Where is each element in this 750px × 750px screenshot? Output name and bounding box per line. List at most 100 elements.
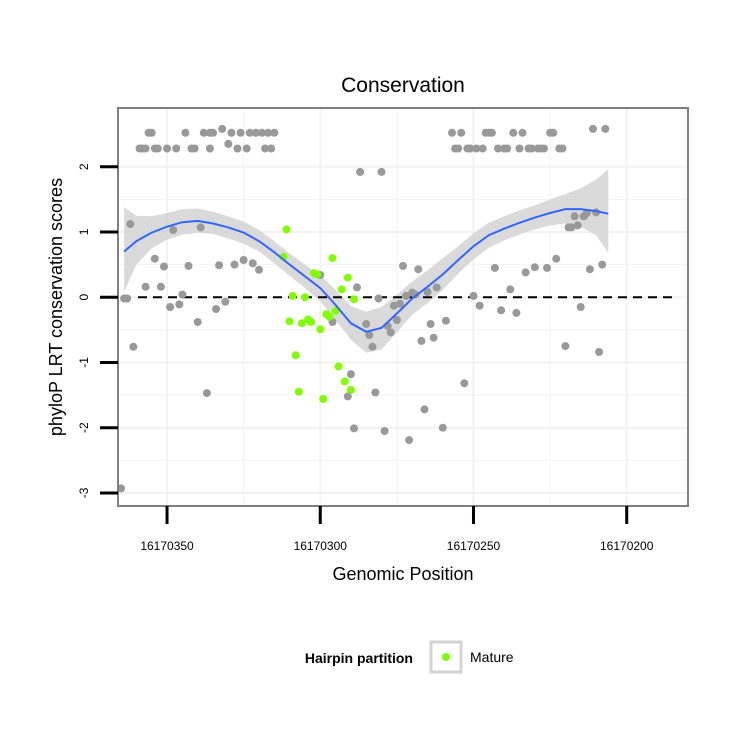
other-point: [368, 342, 377, 351]
other-point: [239, 256, 248, 264]
y-tick-label: -2: [77, 422, 91, 433]
y-tick-label: -3: [77, 487, 91, 498]
other-point: [267, 144, 276, 153]
other-point: [117, 484, 126, 493]
legend-mature-label: Mature: [470, 649, 514, 665]
x-tick-label: 16170300: [294, 539, 348, 553]
other-point: [438, 423, 447, 432]
other-point: [429, 333, 438, 342]
y-tick-label: 0: [77, 294, 91, 301]
other-point: [414, 265, 423, 274]
other-point: [141, 282, 150, 291]
legend-title: Hairpin partition: [305, 650, 413, 666]
mature-point: [325, 312, 334, 321]
other-point: [475, 301, 484, 310]
other-point: [126, 220, 135, 229]
other-point: [497, 306, 506, 315]
other-point: [589, 124, 597, 133]
other-point: [129, 342, 138, 351]
mature-point: [285, 317, 294, 326]
other-point: [147, 128, 156, 137]
y-tick-label: 1: [77, 228, 91, 235]
other-point: [175, 300, 184, 309]
mature-point: [319, 395, 328, 403]
other-point: [215, 261, 224, 270]
x-axis: 16170350 16170300 16170250 16170200: [140, 506, 654, 553]
other-point: [212, 305, 221, 313]
mature-point: [316, 325, 325, 334]
other-point: [558, 144, 567, 153]
other-point: [543, 263, 551, 272]
mature-point: [297, 319, 306, 328]
other-point: [540, 144, 548, 153]
other-point: [371, 388, 380, 397]
other-point: [601, 124, 610, 133]
other-point: [466, 144, 475, 153]
mature-point: [282, 225, 291, 234]
mature-point: [313, 270, 322, 279]
other-point: [561, 342, 570, 351]
other-point: [567, 223, 576, 232]
other-point: [218, 124, 227, 133]
other-point: [255, 265, 263, 274]
other-point: [405, 436, 414, 445]
other-point: [490, 263, 499, 272]
other-point: [169, 226, 178, 234]
other-point: [417, 336, 426, 345]
other-point: [469, 291, 478, 300]
other-point: [346, 370, 355, 379]
other-point: [457, 128, 466, 137]
other-point: [549, 128, 558, 137]
other-point: [221, 297, 230, 306]
other-point: [153, 144, 162, 153]
other-point: [190, 144, 199, 153]
mature-point: [288, 291, 297, 300]
other-point: [506, 285, 515, 294]
y-tick-label: 2: [77, 163, 91, 170]
other-point: [362, 320, 371, 328]
other-point: [166, 303, 175, 311]
other-point: [585, 265, 594, 274]
panel-border: [117, 107, 689, 507]
other-point: [230, 260, 239, 269]
other-point: [570, 212, 579, 221]
other-point: [460, 379, 469, 388]
other-point: [172, 144, 181, 153]
other-point: [515, 144, 524, 153]
other-point: [521, 268, 530, 277]
other-point: [426, 320, 435, 328]
other-point: [472, 144, 481, 153]
other-point: [205, 144, 214, 153]
other-point: [242, 144, 251, 153]
mature-point: [350, 295, 358, 304]
other-point: [365, 331, 374, 340]
other-point: [377, 167, 386, 176]
other-point: [233, 144, 242, 153]
other-point: [598, 260, 607, 269]
other-point: [160, 262, 168, 271]
other-point: [356, 167, 365, 176]
other-point: [350, 424, 358, 433]
other-point: [202, 389, 211, 398]
other-point: [386, 328, 395, 337]
x-tick-label: 16170250: [447, 539, 501, 553]
other-point: [399, 261, 407, 270]
other-point: [389, 301, 398, 310]
other-point: [512, 308, 521, 317]
other-point: [392, 316, 401, 324]
other-point: [595, 348, 604, 356]
x-axis-label: Genomic Position: [332, 564, 473, 584]
other-point: [261, 144, 270, 153]
other-point: [199, 128, 208, 137]
mature-point: [346, 385, 355, 394]
smooth-fit-line: [123, 208, 609, 333]
other-point: [573, 221, 582, 230]
other-point: [209, 128, 217, 137]
other-point: [432, 283, 441, 292]
mature-point: [337, 285, 346, 294]
other-point: [423, 288, 432, 296]
x-tick-label: 16170350: [140, 539, 194, 553]
other-point: [236, 128, 245, 137]
other-point: [264, 128, 273, 137]
